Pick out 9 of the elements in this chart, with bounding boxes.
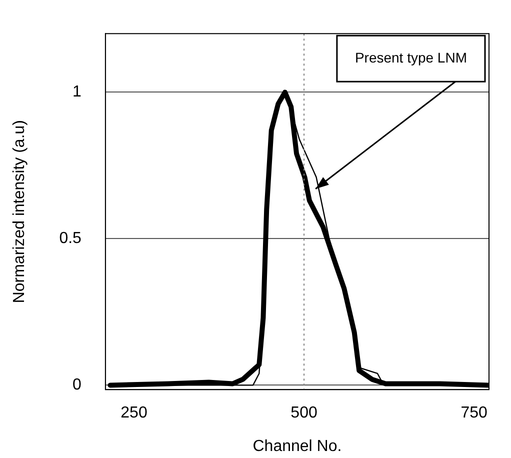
- x-tick-label: 250: [120, 404, 148, 422]
- x-tick-label: 500: [290, 404, 318, 422]
- x-tick-label: 750: [460, 404, 488, 422]
- y-axis-title: Normarized intensity (a.u): [11, 120, 28, 304]
- y-tick-label: 1: [72, 84, 82, 101]
- x-axis-title: Channel No.: [252, 438, 342, 455]
- y-tick-label: 0: [72, 376, 82, 394]
- annotation: Present type LNM: [354, 49, 468, 66]
- y-tick-label: 0.5: [59, 230, 82, 248]
